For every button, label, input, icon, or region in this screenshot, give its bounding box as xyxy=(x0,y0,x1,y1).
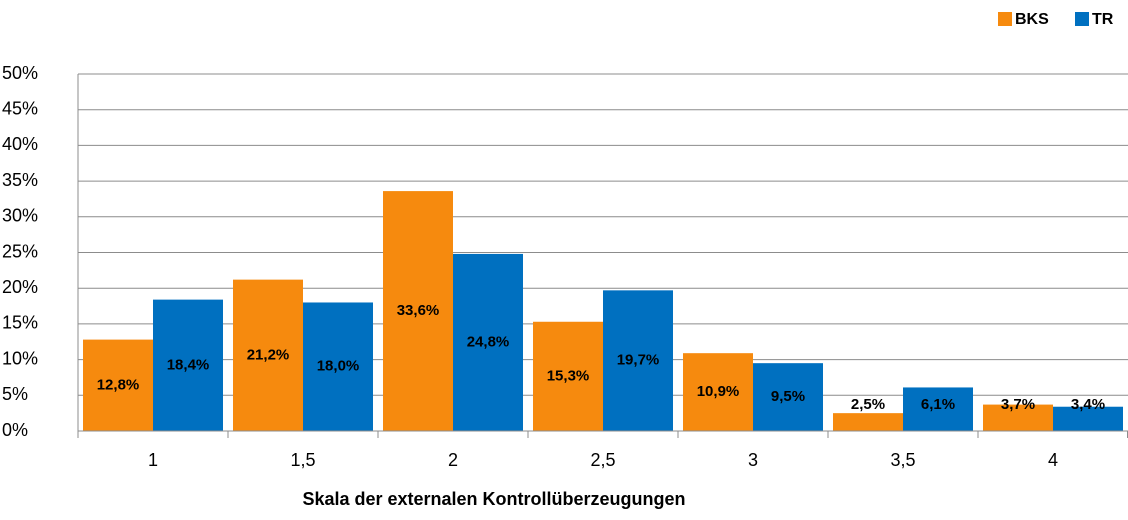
bar xyxy=(453,253,523,431)
y-tick-label: 0% xyxy=(2,420,28,440)
bar xyxy=(533,321,603,431)
y-tick-label: 45% xyxy=(2,98,38,118)
legend-swatch xyxy=(998,12,1012,26)
legend-label: TR xyxy=(1092,11,1114,28)
y-tick-label: 5% xyxy=(2,384,28,404)
y-tick-label: 15% xyxy=(2,313,38,333)
value-label: 9,5% xyxy=(771,388,805,405)
value-label: 21,2% xyxy=(247,346,290,363)
bar xyxy=(833,413,903,431)
x-axis-label: Skala der externalen Kontrollüberzeugung… xyxy=(302,489,685,509)
y-tick-label: 10% xyxy=(2,348,38,368)
bar xyxy=(683,353,753,431)
bar xyxy=(233,279,303,431)
y-tick-label: 25% xyxy=(2,241,38,261)
bar xyxy=(383,191,453,431)
value-label: 3,7% xyxy=(1001,396,1035,413)
bar xyxy=(153,299,223,431)
bar xyxy=(1053,406,1123,431)
value-label: 19,7% xyxy=(617,352,660,369)
y-tick-label: 30% xyxy=(2,206,38,226)
value-label: 15,3% xyxy=(547,367,590,384)
legend-swatch xyxy=(1075,12,1089,26)
x-tick-label: 3 xyxy=(748,450,758,470)
x-tick-label: 1 xyxy=(148,450,158,470)
bar xyxy=(903,387,973,431)
x-tick-label: 2,5 xyxy=(590,450,615,470)
value-label: 6,1% xyxy=(921,396,955,413)
bar xyxy=(603,290,673,431)
x-tick-label: 3,5 xyxy=(890,450,915,470)
bar xyxy=(83,339,153,431)
value-label: 24,8% xyxy=(467,333,510,350)
x-tick-label: 1,5 xyxy=(290,450,315,470)
y-tick-label: 50% xyxy=(2,63,38,83)
bar xyxy=(753,363,823,431)
value-label: 18,4% xyxy=(167,356,210,373)
x-tick-label: 2 xyxy=(448,450,458,470)
y-tick-label: 40% xyxy=(2,134,38,154)
value-label: 12,8% xyxy=(97,376,140,393)
y-tick-label: 35% xyxy=(2,170,38,190)
bar xyxy=(303,302,373,431)
value-label: 3,4% xyxy=(1071,396,1105,413)
value-label: 10,9% xyxy=(697,383,740,400)
value-label: 18,0% xyxy=(317,358,360,375)
value-label: 33,6% xyxy=(397,302,440,319)
value-label: 2,5% xyxy=(851,396,885,413)
y-tick-label: 20% xyxy=(2,277,38,297)
legend-label: BKS xyxy=(1015,11,1049,28)
x-tick-label: 4 xyxy=(1048,450,1058,470)
bar xyxy=(983,404,1053,431)
